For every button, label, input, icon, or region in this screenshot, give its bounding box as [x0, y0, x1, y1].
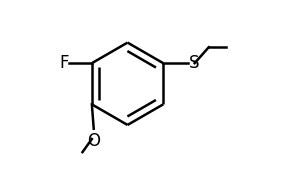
- Text: F: F: [59, 54, 68, 72]
- Text: S: S: [188, 54, 199, 72]
- Text: O: O: [87, 131, 100, 150]
